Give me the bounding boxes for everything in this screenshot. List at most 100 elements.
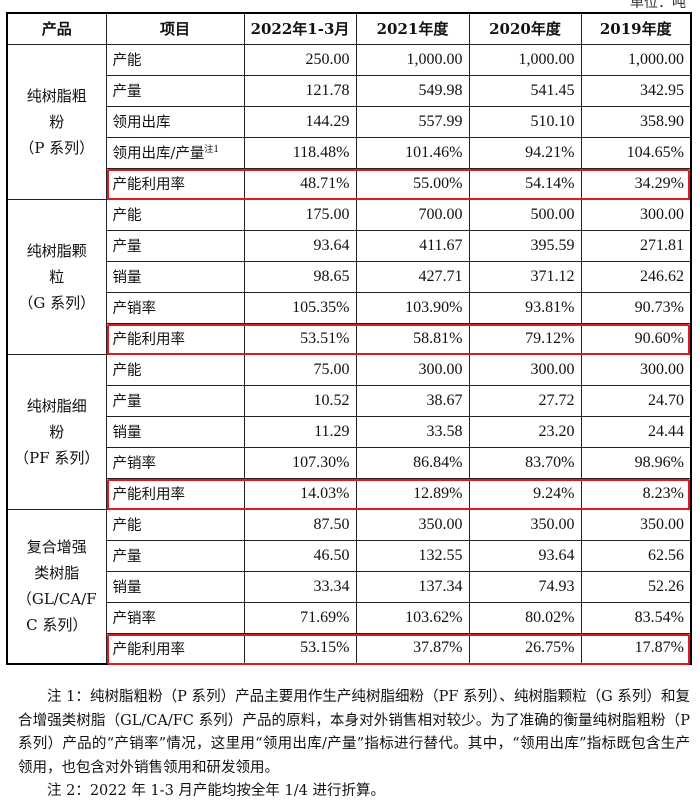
value-cell: 510.10 (468, 105, 582, 138)
table-row: 产能利用率 53.51% 58.81% 79.12% 90.60% (7, 322, 692, 355)
value-cell: 103.90% (355, 291, 470, 324)
value-cell: 9.24% (468, 477, 582, 510)
value-cell: 62.56 (580, 539, 692, 572)
item-label: 销量 (112, 270, 142, 286)
value-cell: 342.95 (580, 74, 692, 107)
table-row: 产量 121.78 549.98 541.45 342.95 (7, 74, 692, 107)
table-row: 产量 46.50 132.55 93.64 62.56 (7, 539, 692, 572)
item-label: 产能 (112, 518, 142, 534)
value-cell: 358.90 (580, 105, 692, 138)
item-label: 产能利用率 (112, 332, 186, 348)
item-cell: 销量 (105, 570, 245, 603)
value-cell: 118.48% (243, 136, 357, 169)
value-cell: 46.50 (243, 539, 357, 572)
value-cell: 98.65 (243, 260, 357, 293)
item-label: 产量 (112, 84, 142, 100)
table-row: 产销率 107.30% 86.84% 83.70% 98.96% (7, 446, 692, 479)
table-row: 领用出库/产量注1 118.48% 101.46% 94.21% 104.65% (7, 136, 692, 169)
value-cell: 53.51% (243, 322, 357, 355)
value-cell: 93.64 (468, 539, 582, 572)
product-name-line: C 系列） (26, 616, 88, 635)
value-cell: 104.65% (580, 136, 692, 169)
value-cell: 38.67 (355, 384, 470, 417)
item-label: 产能利用率 (112, 641, 186, 658)
item-cell: 产量 (105, 74, 245, 107)
column-header: 项目 (105, 12, 245, 45)
item-label: 产量 (112, 394, 142, 410)
item-label: 产销率 (112, 611, 157, 627)
table-row: 销量 98.65 427.71 371.12 246.62 (7, 260, 692, 293)
capacity-table: 产品 项目 2022年1-3月 2021年度 2020年度 2019年度 纯树脂粗粉 （P … (6, 12, 692, 665)
value-cell: 27.72 (468, 384, 582, 417)
value-cell: 271.81 (580, 229, 692, 262)
value-cell: 87.50 (243, 508, 357, 541)
value-cell: 8.23% (580, 477, 692, 510)
table-row: 产能利用率 48.71% 55.00% 54.14% 34.29% (7, 167, 692, 200)
value-cell: 37.87% (355, 632, 470, 665)
value-cell: 137.34 (355, 570, 470, 603)
value-cell: 48.71% (243, 167, 357, 200)
product-cell: 纯树脂细粉 （PF 系列） (6, 353, 107, 510)
value-cell: 98.96% (580, 446, 692, 479)
item-label: 产量 (112, 239, 142, 255)
column-header: 产品 (6, 12, 107, 45)
item-label: 产量 (112, 549, 142, 565)
product-name-line: 纯树脂细 (26, 396, 87, 415)
value-cell: 144.29 (243, 105, 357, 138)
table-row: 产销率 71.69% 103.62% 80.02% 83.54% (7, 601, 692, 634)
value-cell: 350.00 (468, 508, 582, 541)
value-cell: 80.02% (468, 601, 582, 634)
footnote-ref: 注1 (204, 145, 220, 156)
item-cell: 产量 (105, 229, 245, 262)
value-cell: 26.75% (468, 632, 582, 665)
value-cell: 86.84% (355, 446, 470, 479)
value-cell: 74.93 (468, 570, 582, 603)
value-cell: 71.69% (243, 601, 357, 634)
item-cell: 产能利用率 (105, 167, 245, 200)
item-cell: 产能 (105, 508, 245, 541)
product-name-line: 纯树脂粗 (26, 86, 87, 105)
product-cell: 纯树脂颗粒 （G 系列） (6, 198, 107, 355)
product-name-line: （PF 系列） (14, 448, 100, 467)
value-cell: 75.00 (243, 353, 357, 386)
item-cell: 销量 (105, 260, 245, 293)
value-cell: 250.00 (243, 43, 357, 76)
value-cell: 90.60% (580, 322, 692, 355)
item-cell: 产能 (105, 43, 245, 76)
item-label: 销量 (112, 580, 142, 596)
item-label: 产能 (112, 363, 142, 379)
value-cell: 371.12 (468, 260, 582, 293)
value-cell: 79.12% (468, 322, 582, 355)
item-label: 销量 (112, 425, 142, 441)
table-row: 纯树脂颗粒 （G 系列） 产能 175.00 700.00 500.00 300.00 (6, 198, 692, 355)
item-label: 领用出库 (112, 115, 171, 131)
table-row: 纯树脂粗粉（P 系列） 产能 250.00 1,000.00 1,000.00 1,000… (6, 43, 692, 200)
item-cell: 产能利用率 (105, 632, 245, 665)
value-cell: 53.15% (243, 632, 357, 665)
table-row: 复合增强 类树脂 （GL/CA/F C 系列） 产能 87.50 350.00 350.00 3… (6, 508, 692, 665)
value-cell: 83.54% (580, 601, 692, 634)
item-label: 产销率 (112, 301, 157, 317)
value-cell: 12.89% (355, 477, 470, 510)
item-cell: 产能 (105, 353, 245, 386)
product-name-line: 纯树脂颗 (26, 241, 87, 260)
value-cell: 350.00 (580, 508, 692, 541)
value-cell: 11.29 (243, 415, 357, 448)
table-row: 产量 93.64 411.67 395.59 271.81 (7, 229, 692, 262)
item-label: 产能利用率 (112, 487, 186, 503)
product-cell: 纯树脂粗粉 （P 系列） (6, 43, 107, 200)
value-cell: 300.00 (580, 198, 692, 231)
value-cell: 17.87% (580, 632, 692, 665)
value-cell: 52.26 (580, 570, 692, 603)
value-cell: 175.00 (243, 198, 357, 231)
value-cell: 24.70 (580, 384, 692, 417)
value-cell: 24.44 (580, 415, 692, 448)
value-cell: 107.30% (243, 446, 357, 479)
value-cell: 549.98 (355, 74, 470, 107)
value-cell: 500.00 (468, 198, 582, 231)
value-cell: 300.00 (580, 353, 692, 386)
item-label: 产能利用率 (112, 177, 186, 193)
product-name-line: （P 系列） (19, 138, 95, 157)
item-cell: 产量 (105, 384, 245, 417)
value-cell: 1,000.00 (355, 43, 470, 76)
